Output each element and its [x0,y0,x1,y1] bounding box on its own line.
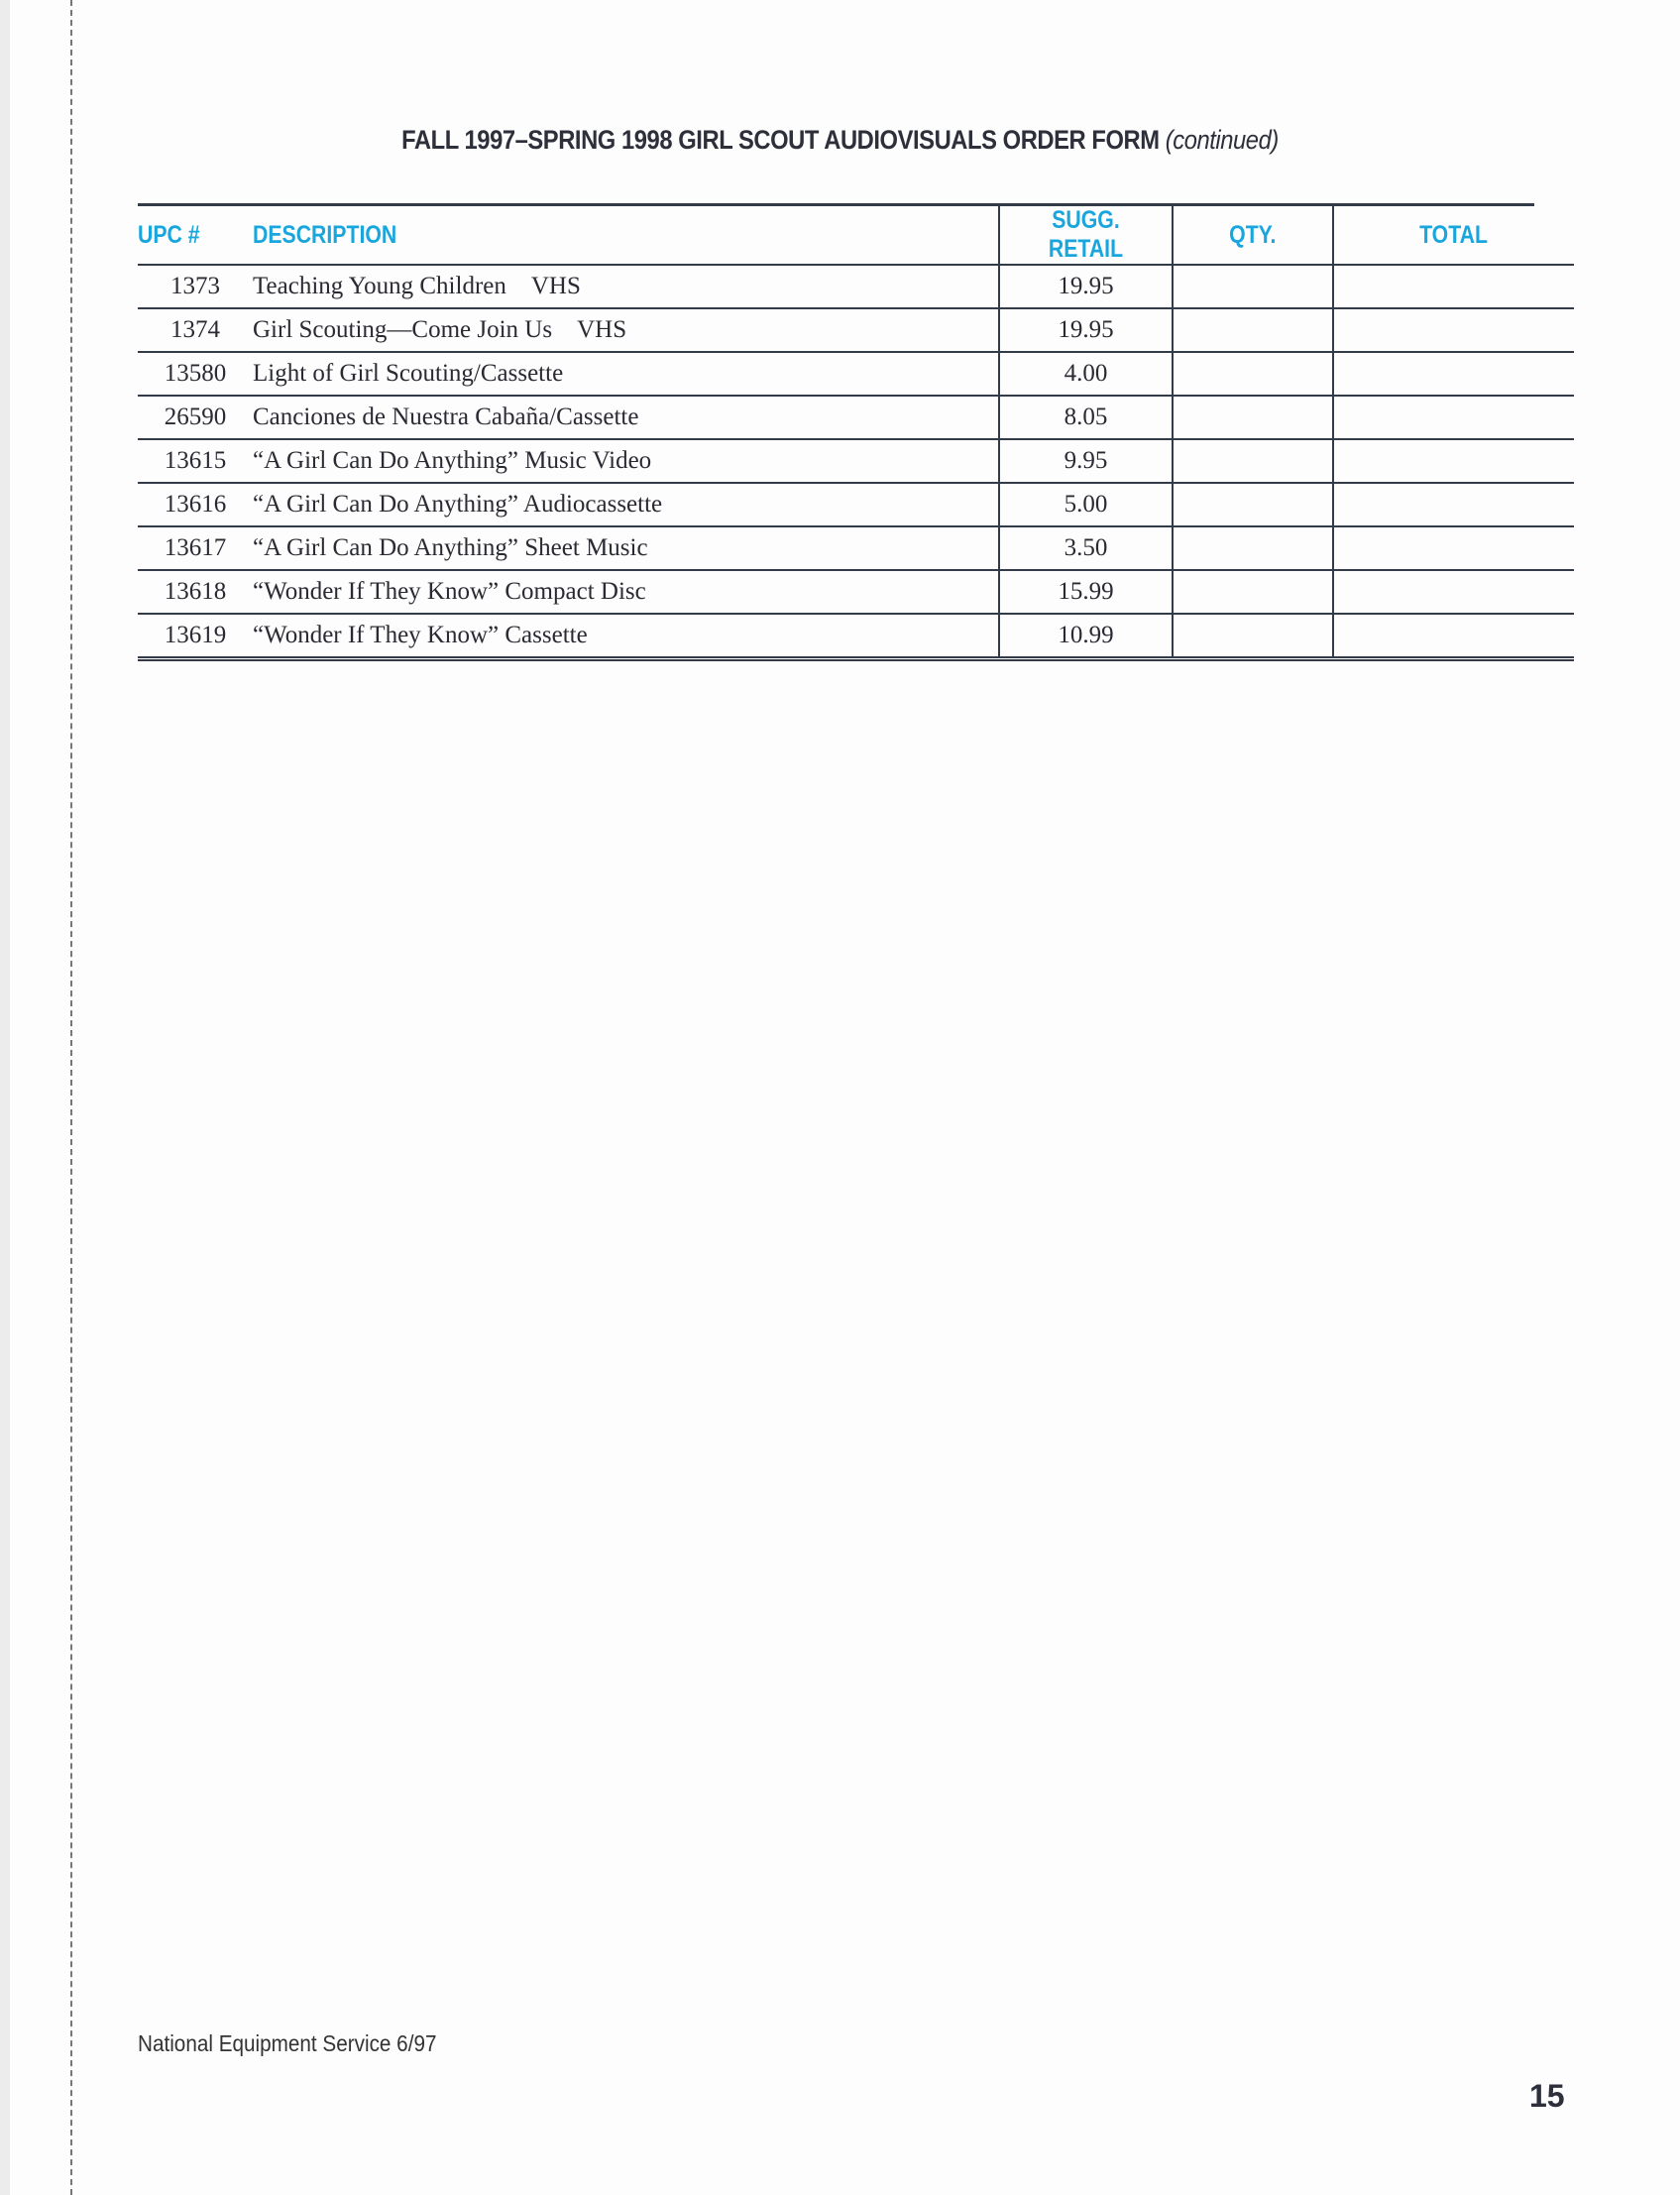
table-row: 13580 Light of Girl Scouting/Cassette 4.00 [138,352,1574,397]
description-cell: Canciones de Nuestra Cabaña/Cassette [253,396,999,440]
upc-cell: 13618 [138,570,253,615]
qty-input-cell[interactable] [1172,439,1333,484]
upc-cell: 1373 [138,265,253,309]
description-cell: Light of Girl Scouting/Cassette [253,352,999,397]
retail-cell: 4.00 [998,352,1173,397]
total-input-cell[interactable] [1332,396,1574,440]
total-input-cell[interactable] [1332,614,1574,661]
table-row: 1373 Teaching Young Children VHS 19.95 [138,265,1574,309]
qty-input-cell[interactable] [1172,396,1333,440]
qty-input-cell[interactable] [1172,265,1333,309]
total-input-cell[interactable] [1332,308,1574,353]
page-edge [0,0,10,2195]
total-input-cell[interactable] [1332,570,1574,615]
table-row: 13616 “A Girl Can Do Anything” Audiocasse… [138,483,1574,527]
upc-cell: 1374 [138,308,253,353]
qty-input-cell[interactable] [1172,526,1333,571]
total-input-cell[interactable] [1332,439,1574,484]
retail-cell: 9.95 [998,439,1173,484]
retail-cell: 3.50 [998,526,1173,571]
description-cell: Girl Scouting—Come Join Us VHS [253,308,999,353]
retail-cell: 8.05 [998,396,1173,440]
retail-cell: 5.00 [998,483,1173,527]
header-row: UPC # DESCRIPTION SUGG. RETAIL QTY. TOTA… [138,206,1574,266]
upc-cell: 13615 [138,439,253,484]
upc-cell: 13580 [138,352,253,397]
description-cell: “A Girl Can Do Anything” Music Video [253,439,999,484]
col-upc: UPC # [138,206,253,266]
total-input-cell[interactable] [1332,352,1574,397]
description-cell: “Wonder If They Know” Compact Disc [253,570,999,615]
qty-input-cell[interactable] [1172,308,1333,353]
upc-cell: 26590 [138,396,253,440]
upc-cell: 13617 [138,526,253,571]
col-sugg-retail: SUGG. RETAIL [998,206,1173,266]
title-main: FALL 1997–SPRING 1998 GIRL SCOUT AUDIOVI… [401,125,1160,155]
retail-cell: 10.99 [998,614,1173,661]
qty-input-cell[interactable] [1172,483,1333,527]
table-row: 13617 “A Girl Can Do Anything” Sheet Musi… [138,526,1574,571]
table-top-rule [138,203,1534,206]
total-input-cell[interactable] [1332,265,1574,309]
table-row: 13618 “Wonder If They Know” Compact Disc 1… [138,570,1574,615]
order-table: UPC # DESCRIPTION SUGG. RETAIL QTY. TOTA… [138,206,1574,661]
description-cell: “A Girl Can Do Anything” Audiocassette [253,483,999,527]
table-row: 26590 Canciones de Nuestra Cabaña/Cassett… [138,396,1574,440]
retail-cell: 19.95 [998,308,1173,353]
col-description: DESCRIPTION [253,206,999,266]
description-cell: Teaching Young Children VHS [253,265,999,309]
qty-input-cell[interactable] [1172,570,1333,615]
perforation-line [70,0,72,2195]
qty-input-cell[interactable] [1172,614,1333,661]
upc-cell: 13616 [138,483,253,527]
table-row: 13619 “Wonder If They Know” Cassette 10.99 [138,614,1574,661]
col-total: TOTAL [1332,206,1574,266]
description-cell: “Wonder If They Know” Cassette [253,614,999,661]
col-qty: QTY. [1172,206,1333,266]
page-number: 15 [1529,2078,1565,2114]
table-row: 13615 “A Girl Can Do Anything” Music Vide… [138,439,1574,484]
retail-cell: 15.99 [998,570,1173,615]
qty-input-cell[interactable] [1172,352,1333,397]
total-input-cell[interactable] [1332,526,1574,571]
title-suffix: (continued) [1165,125,1279,155]
description-cell: “A Girl Can Do Anything” Sheet Music [253,526,999,571]
table-row: 1374 Girl Scouting—Come Join Us VHS 19.95 [138,308,1574,353]
total-input-cell[interactable] [1332,483,1574,527]
footer-text: National Equipment Service 6/97 [138,2030,437,2056]
retail-cell: 19.95 [998,265,1173,309]
upc-cell: 13619 [138,614,253,661]
page-title: FALL 1997–SPRING 1998 GIRL SCOUT AUDIOVI… [101,125,1580,156]
